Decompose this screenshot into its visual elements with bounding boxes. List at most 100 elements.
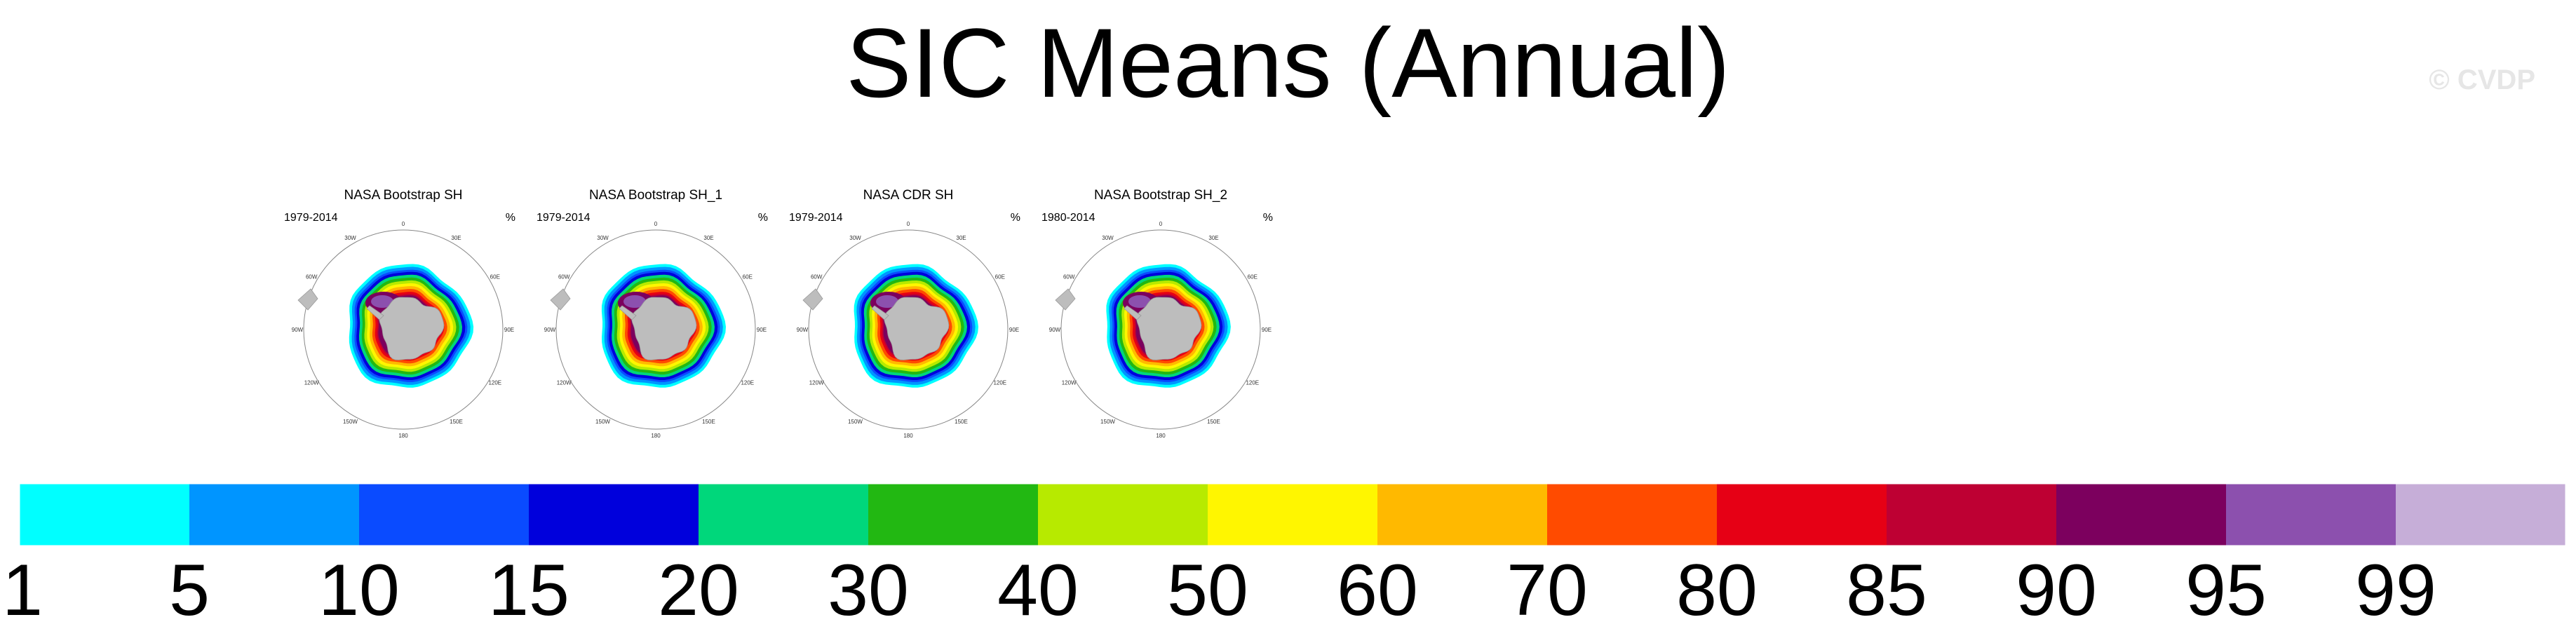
weddell-sea-ice-core <box>623 295 646 308</box>
colorbar-frame <box>19 483 2566 546</box>
panel-years: 1979-2014 <box>284 212 338 224</box>
colorbar-tick-label: 50 <box>1167 550 1248 631</box>
longitude-label: 120W <box>557 380 572 386</box>
colorbar-swatch <box>20 484 190 546</box>
south-america-land <box>1055 288 1076 311</box>
panel-unit: % <box>1010 212 1020 224</box>
antarctic-peninsula <box>871 305 889 320</box>
colorbar-tick-label: 40 <box>997 550 1079 631</box>
polar-map: 0 30E 60E 90E 120E 150E 180 150W 120W 90W 60W 30W <box>544 221 767 439</box>
antarctica-land <box>1136 297 1202 360</box>
antarctica-land <box>379 297 445 360</box>
longitude-label: 90E <box>1009 327 1019 333</box>
longitude-label: 30E <box>1208 235 1218 241</box>
colorbar-tick-label: 85 <box>1846 550 1927 631</box>
longitude-label: 120W <box>304 380 319 386</box>
polar-map: 0 30E 60E 90E 120E 150E 180 150W 120W 90W 60W 30W <box>292 221 514 439</box>
longitude-label: 120E <box>741 380 754 386</box>
antarctica-land <box>884 297 950 360</box>
colorbar-swatch <box>1208 484 1378 546</box>
longitude-label: 0 <box>907 221 910 227</box>
colorbar-swatch <box>2056 484 2227 546</box>
panel-title: NASA Bootstrap SH <box>344 188 463 203</box>
panel-unit: % <box>505 212 515 224</box>
panel-title: NASA CDR SH <box>863 188 954 203</box>
longitude-label: 150E <box>1207 419 1220 425</box>
longitude-label: 60E <box>995 274 1005 280</box>
longitude-label: 120E <box>488 380 501 386</box>
polar-map: 0 30E 60E 90E 120E 150E 180 150W 120W 90W 60W 30W <box>797 221 1019 439</box>
colorbar-swatch <box>529 484 699 546</box>
colorbar-tick-label: 60 <box>1337 550 1418 631</box>
longitude-label: 180 <box>651 433 661 439</box>
longitude-label: 0 <box>654 221 658 227</box>
south-america-land <box>802 288 823 311</box>
longitude-label: 60W <box>811 274 823 280</box>
colorbar-tick-label: 70 <box>1506 550 1588 631</box>
longitude-label: 30E <box>956 235 966 241</box>
panel-years: 1979-2014 <box>789 212 843 224</box>
chart-title: SIC Means (Annual) <box>846 8 1730 118</box>
colorbar-swatch <box>2396 484 2566 546</box>
panel-title: NASA Bootstrap SH_1 <box>588 188 723 203</box>
longitude-label: 90W <box>797 327 809 333</box>
colorbar-tick-label: 1 <box>2 550 43 631</box>
antarctic-peninsula <box>1124 305 1142 320</box>
longitude-label: 0 <box>402 221 405 227</box>
colorbar-tick-label: 80 <box>1676 550 1758 631</box>
panel-years: 1980-2014 <box>1041 212 1095 224</box>
longitude-label: 90W <box>1049 327 1061 333</box>
colorbar-tick-label: 20 <box>658 550 739 631</box>
panel-unit: % <box>757 212 768 224</box>
longitude-label: 120W <box>809 380 824 386</box>
longitude-label: 150E <box>450 419 463 425</box>
south-america-land <box>550 288 571 311</box>
colorbar-tick-label: 10 <box>318 550 400 631</box>
colorbar-swatch <box>189 484 360 546</box>
longitude-label: 30W <box>1102 235 1114 241</box>
longitude-label: 30W <box>597 235 609 241</box>
longitude-label: 150W <box>343 419 358 425</box>
longitude-label: 150W <box>848 419 863 425</box>
longitude-label: 90E <box>1262 327 1272 333</box>
longitude-label: 60W <box>306 274 318 280</box>
colorbar-tick-label: 30 <box>828 550 909 631</box>
panel-unit: % <box>1262 212 1273 224</box>
south-america-land <box>297 288 318 311</box>
map-panel-1: NASA Bootstrap SH 1979-2014 % 0 30E 60E 90E… <box>284 188 522 440</box>
antarctic-peninsula <box>366 305 384 320</box>
colorbar-swatch <box>1547 484 1718 546</box>
map-panel-4: NASA Bootstrap SH_2 1980-2014 % 0 30E 60E 9… <box>1041 188 1280 440</box>
longitude-label: 30W <box>849 235 861 241</box>
polar-map: 0 30E 60E 90E 120E 150E 180 150W 120W 90W 60W 30W <box>1049 221 1272 439</box>
longitude-label: 150W <box>595 419 610 425</box>
weddell-sea-ice-core <box>371 295 393 308</box>
longitude-label: 0 <box>1159 221 1163 227</box>
colorbar-swatch <box>699 484 869 546</box>
longitude-label: 150E <box>955 419 968 425</box>
longitude-label: 60E <box>743 274 753 280</box>
longitude-label: 60W <box>1063 274 1075 280</box>
panel-years: 1979-2014 <box>537 212 591 224</box>
longitude-label: 120E <box>1246 380 1259 386</box>
longitude-label: 30E <box>703 235 713 241</box>
weddell-sea-ice-core <box>876 295 898 308</box>
longitude-label: 60W <box>558 274 570 280</box>
watermark: © CVDP <box>2429 65 2535 95</box>
longitude-label: 120E <box>993 380 1006 386</box>
colorbar-tick-label: 99 <box>2355 550 2436 631</box>
longitude-label: 90W <box>292 327 304 333</box>
colorbar-tick-label: 15 <box>488 550 569 631</box>
longitude-label: 180 <box>903 433 913 439</box>
longitude-label: 60E <box>490 274 500 280</box>
longitude-label: 90E <box>757 327 767 333</box>
colorbar-swatch <box>868 484 1039 546</box>
colorbar-swatch <box>1038 484 1208 546</box>
longitude-label: 180 <box>398 433 408 439</box>
longitude-label: 180 <box>1156 433 1166 439</box>
weddell-sea-ice-core <box>1128 295 1151 308</box>
colorbar-swatch <box>1377 484 1548 546</box>
longitude-label: 30E <box>451 235 461 241</box>
longitude-label: 60E <box>1248 274 1257 280</box>
